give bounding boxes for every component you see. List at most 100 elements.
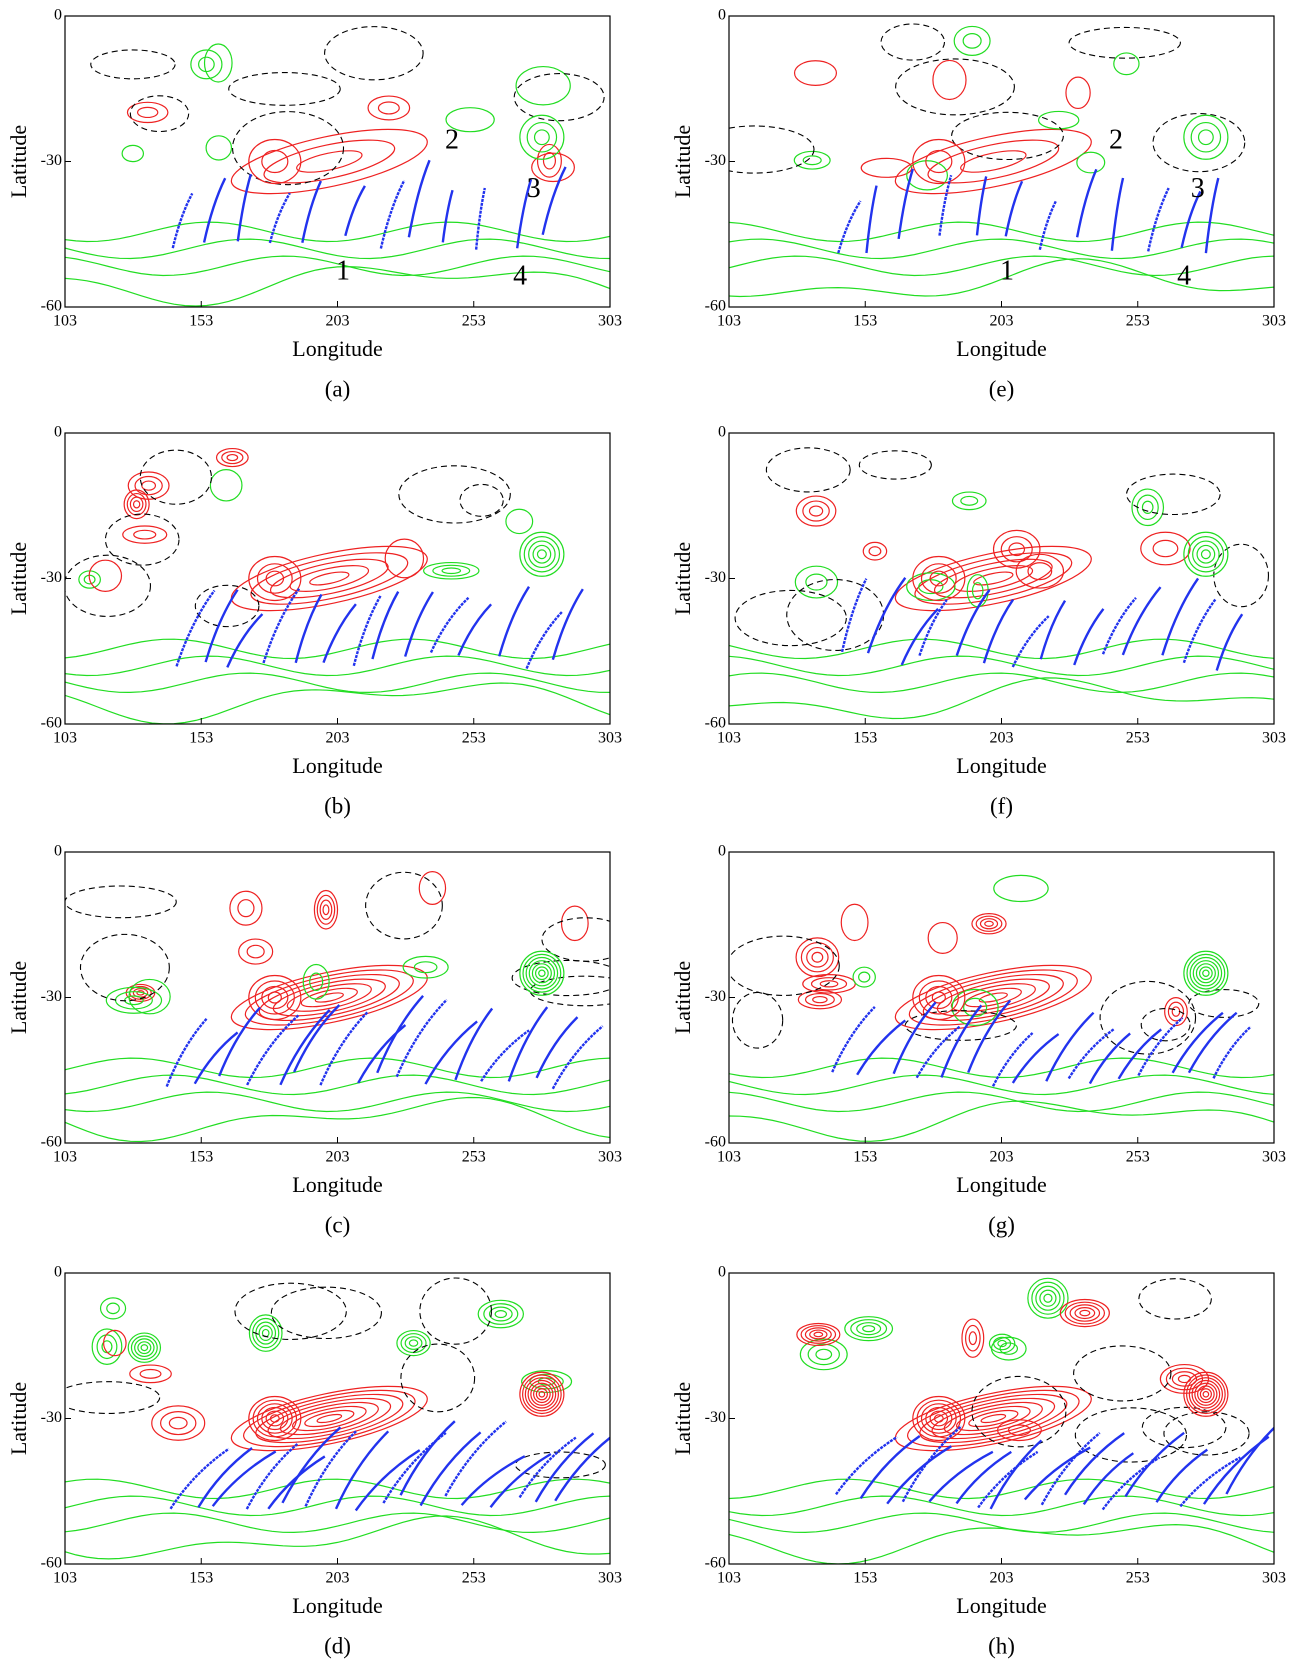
- green-contour: [121, 144, 145, 163]
- green-contour: [134, 1338, 155, 1358]
- ray-streak: [1225, 1426, 1274, 1495]
- red-contour: [267, 991, 282, 1004]
- green-contour: [432, 564, 471, 577]
- green-contour: [1043, 1293, 1053, 1303]
- red-contour: [1007, 1424, 1031, 1436]
- red-contour: [809, 1329, 828, 1340]
- red-contour: [804, 992, 835, 1007]
- vortex-contour: [525, 956, 559, 990]
- x-tick-label: 253: [1126, 1570, 1150, 1587]
- ray-streak: [982, 598, 1015, 664]
- vortex-contour: [531, 963, 552, 984]
- green-contour: [477, 1299, 525, 1329]
- ray-streak: [554, 1436, 610, 1502]
- red-contour: [800, 1325, 837, 1344]
- red-contour: [1008, 542, 1026, 557]
- y-tick-label: -30: [41, 988, 62, 1005]
- x-tick-label: 153: [189, 313, 213, 330]
- red-contour: [229, 890, 263, 926]
- red-contour: [975, 915, 1003, 932]
- red-contour: [1171, 1371, 1198, 1387]
- ray-streak: [202, 177, 227, 243]
- red-contour: [925, 149, 953, 174]
- dashed-contour: [1141, 1406, 1227, 1449]
- ray-streak: [474, 187, 486, 250]
- ray-streak: [865, 185, 878, 254]
- y-axis-label: Latitude: [6, 961, 31, 1034]
- dashed-contour: [858, 450, 932, 480]
- green-contour: [951, 491, 987, 511]
- x-tick-label: 103: [53, 1570, 77, 1587]
- ray-streak: [1137, 1016, 1184, 1077]
- green-contour: [423, 561, 480, 580]
- dashed-contour: [895, 58, 1015, 116]
- ray-streak: [1004, 180, 1024, 237]
- ray-streak: [835, 1436, 898, 1496]
- red-contour: [256, 563, 293, 594]
- red-contour: [243, 1389, 416, 1448]
- x-tick-label: 303: [1262, 313, 1286, 330]
- panel: 103 153 203 253 303 0 -30 -60 Longitude Latitude (…: [670, 843, 1286, 1238]
- ray-streak: [1121, 586, 1162, 656]
- vortex-contour: [522, 1374, 562, 1415]
- green-contour: [99, 1297, 127, 1320]
- ray-streak: [175, 589, 216, 667]
- y-tick-label: -60: [705, 1555, 726, 1572]
- red-contour: [126, 492, 147, 516]
- caption: (g): [988, 1212, 1015, 1237]
- red-contour: [221, 450, 244, 465]
- red-contour: [248, 974, 302, 1021]
- vortex-contour: [533, 1385, 551, 1404]
- vortex-contour: [538, 969, 546, 977]
- plot-frame: [728, 1272, 1275, 1565]
- green-contour: [140, 1344, 149, 1352]
- caption: (f): [990, 793, 1013, 818]
- dashed-contour: [459, 483, 504, 517]
- dashed-contour: [1068, 26, 1181, 59]
- red-contour: [238, 938, 274, 965]
- ray-streak: [424, 1020, 478, 1085]
- vortex-contour: [519, 950, 565, 996]
- red-contour: [796, 1322, 841, 1347]
- green-contour: [65, 1074, 610, 1096]
- red-contour: [868, 546, 882, 557]
- red-contour: [248, 1395, 302, 1442]
- y-tick-label: 0: [54, 843, 62, 860]
- plot-area: [65, 1277, 610, 1560]
- plot-area: [65, 26, 610, 307]
- y-axis-label: Latitude: [670, 542, 695, 615]
- x-tick-label: 153: [189, 1570, 213, 1587]
- ray-streak: [379, 179, 406, 249]
- ray-streak: [218, 1006, 261, 1077]
- red-contour: [255, 1393, 404, 1444]
- green-contour: [802, 155, 822, 166]
- x-tick-label: 103: [53, 1149, 77, 1166]
- green-contour: [65, 1096, 610, 1143]
- green-contour: [953, 25, 991, 56]
- red-contour: [808, 505, 824, 517]
- dashed-contour: [514, 1451, 606, 1479]
- vortex-contour: [522, 953, 562, 993]
- ray-streak: [1075, 168, 1098, 238]
- red-contour: [254, 980, 295, 1015]
- y-tick-label: -60: [705, 1134, 726, 1151]
- ray-streak: [171, 192, 194, 249]
- dashed-contour: [765, 447, 851, 493]
- red-contour: [860, 157, 913, 178]
- green-contour: [963, 997, 988, 1018]
- ray-streak: [1110, 177, 1125, 251]
- green-contour: [137, 1341, 152, 1355]
- red-contour: [810, 977, 848, 991]
- vortex-contour: [1186, 1374, 1226, 1415]
- red-contour: [269, 558, 389, 599]
- ray-streak: [541, 166, 567, 236]
- red-contour: [918, 980, 959, 1015]
- ray-streak: [1117, 1028, 1162, 1080]
- red-contour: [950, 983, 1036, 1012]
- dashed-contour: [1073, 1345, 1172, 1402]
- red-contour: [230, 964, 428, 1031]
- red-contour: [226, 453, 239, 462]
- dashed-contour: [511, 959, 610, 997]
- ray-streak: [991, 1032, 1034, 1087]
